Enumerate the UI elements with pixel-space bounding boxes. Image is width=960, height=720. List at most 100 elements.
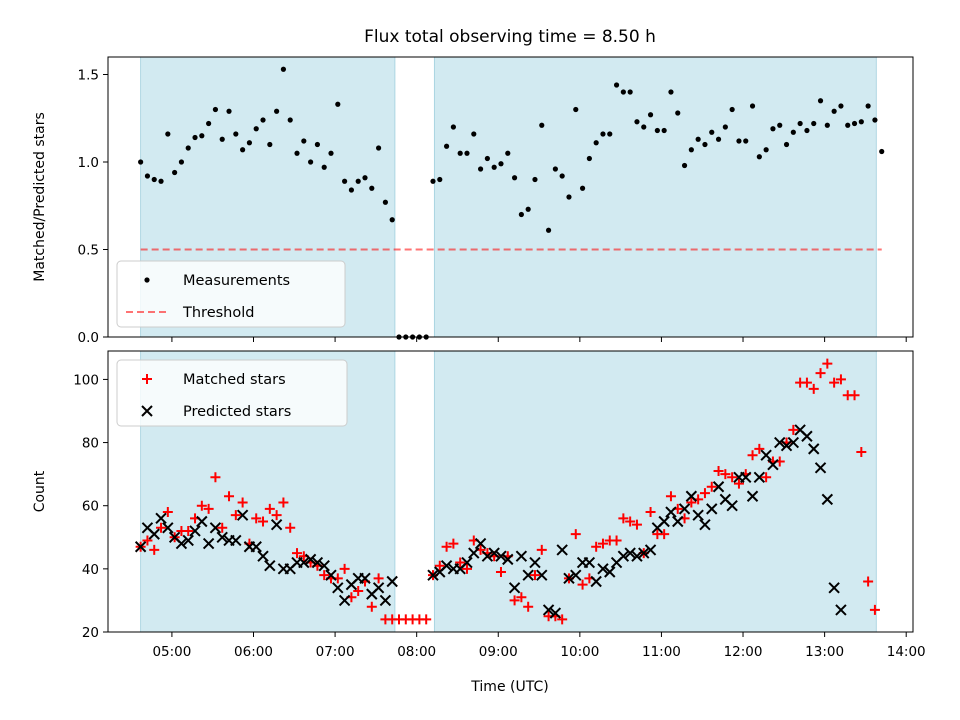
measurement-point bbox=[457, 150, 463, 156]
measurement-point bbox=[294, 150, 300, 156]
predicted-star-point bbox=[638, 547, 650, 559]
predicted-star-point bbox=[808, 443, 820, 455]
x-tick-label: 14:00 bbox=[887, 644, 926, 660]
measurement-point bbox=[525, 206, 531, 212]
measurement-point bbox=[246, 140, 253, 146]
measurement-point bbox=[552, 166, 558, 172]
predicted-star-point bbox=[332, 582, 344, 594]
x-tick-label: 07:00 bbox=[316, 644, 355, 660]
predicted-star-point bbox=[529, 556, 541, 569]
x-tick-label: 08:00 bbox=[397, 644, 436, 660]
predicted-star-point bbox=[760, 449, 772, 461]
measurement-point bbox=[600, 131, 606, 137]
matched-star-point bbox=[271, 510, 282, 521]
observing-window bbox=[433, 56, 877, 338]
matched-star-point bbox=[421, 614, 432, 625]
measurement-point bbox=[328, 150, 334, 156]
measurement-point bbox=[851, 120, 858, 127]
measurement-point bbox=[607, 131, 613, 137]
predicted-star-point bbox=[502, 553, 514, 566]
predicted-star-point bbox=[311, 556, 324, 569]
measurement-point bbox=[715, 136, 722, 142]
measurement-point bbox=[865, 103, 871, 109]
measurement-point bbox=[879, 148, 885, 155]
matched-star-point bbox=[631, 519, 642, 530]
predicted-star-point bbox=[230, 534, 242, 547]
predicted-star-point bbox=[495, 550, 507, 562]
measurement-point bbox=[450, 124, 456, 130]
x-tick-label: 09:00 bbox=[479, 644, 518, 660]
measurement-point bbox=[804, 127, 810, 134]
matched-star-point bbox=[251, 513, 262, 524]
measurement-point bbox=[375, 145, 382, 151]
predicted-star-point bbox=[461, 556, 473, 569]
measurement-point bbox=[240, 147, 246, 153]
measurement-point bbox=[872, 117, 878, 123]
measurement-point bbox=[321, 164, 327, 170]
measurement-point bbox=[280, 66, 287, 72]
matched-star-point bbox=[230, 510, 241, 521]
matched-star-point bbox=[162, 507, 173, 518]
x-tick-label: 06:00 bbox=[234, 644, 273, 660]
predicted-star-point bbox=[787, 436, 800, 449]
measurement-point bbox=[185, 145, 191, 151]
measurement-point bbox=[559, 173, 565, 179]
matched-star-point bbox=[618, 513, 629, 524]
measurement-point bbox=[287, 117, 293, 123]
matched-star-point bbox=[863, 576, 874, 587]
predicted-star-point bbox=[202, 537, 215, 550]
y-tick-label: 0.0 bbox=[78, 330, 99, 346]
x-tick-label: 13:00 bbox=[805, 644, 844, 660]
predicted-star-point bbox=[304, 553, 317, 566]
predicted-star-point bbox=[665, 506, 677, 518]
measurement-point bbox=[464, 150, 470, 156]
measurement-point bbox=[226, 108, 232, 114]
y-tick-label: 100 bbox=[73, 372, 99, 388]
predicted-star-point bbox=[148, 528, 160, 540]
measurement-point bbox=[749, 103, 756, 109]
y-tick-label: 80 bbox=[82, 436, 99, 452]
measurement-point bbox=[647, 112, 654, 118]
predicted-star-point bbox=[359, 572, 371, 585]
measurement-point bbox=[430, 178, 436, 184]
predicted-star-point bbox=[468, 547, 480, 559]
predicted-star-point bbox=[182, 534, 194, 547]
matched-star-point bbox=[455, 557, 466, 568]
measurement-point bbox=[233, 131, 239, 137]
matched-star-point bbox=[264, 503, 275, 514]
predicted-star-point bbox=[801, 430, 813, 442]
x-tick-label: 05:00 bbox=[152, 644, 191, 660]
predicted-star-point bbox=[209, 522, 222, 534]
predicted-star-point bbox=[780, 440, 793, 452]
matched-star-point bbox=[699, 488, 710, 499]
measurement-point bbox=[206, 120, 212, 127]
predicted-star-point bbox=[318, 559, 330, 572]
matched-star-point bbox=[591, 541, 602, 552]
matched-star-point bbox=[516, 592, 527, 603]
measurement-point bbox=[641, 124, 647, 130]
predicted-star-point bbox=[746, 490, 759, 502]
matched-star-point bbox=[720, 469, 731, 480]
legend-label: Predicted stars bbox=[183, 404, 291, 420]
matched-star-point bbox=[237, 497, 248, 508]
predicted-star-point bbox=[570, 569, 582, 581]
y-tick-label: 1.5 bbox=[78, 68, 99, 84]
matched-star-point bbox=[156, 522, 167, 533]
measurement-point bbox=[471, 131, 477, 137]
measurement-point bbox=[335, 101, 341, 107]
matched-star-point bbox=[224, 491, 235, 502]
predicted-star-point bbox=[515, 550, 528, 562]
predicted-star-point bbox=[379, 594, 392, 607]
matched-star-point bbox=[319, 570, 330, 581]
measurement-point bbox=[545, 227, 552, 233]
measurement-point bbox=[824, 122, 830, 128]
measurement-point bbox=[477, 166, 484, 172]
measurement-point bbox=[253, 126, 259, 132]
matched-star-point bbox=[203, 503, 214, 514]
predicted-star-point bbox=[175, 537, 188, 550]
measurement-point bbox=[491, 164, 497, 170]
predicted-star-point bbox=[604, 566, 616, 578]
measurement-point bbox=[178, 159, 185, 165]
predicted-star-point bbox=[835, 604, 847, 616]
